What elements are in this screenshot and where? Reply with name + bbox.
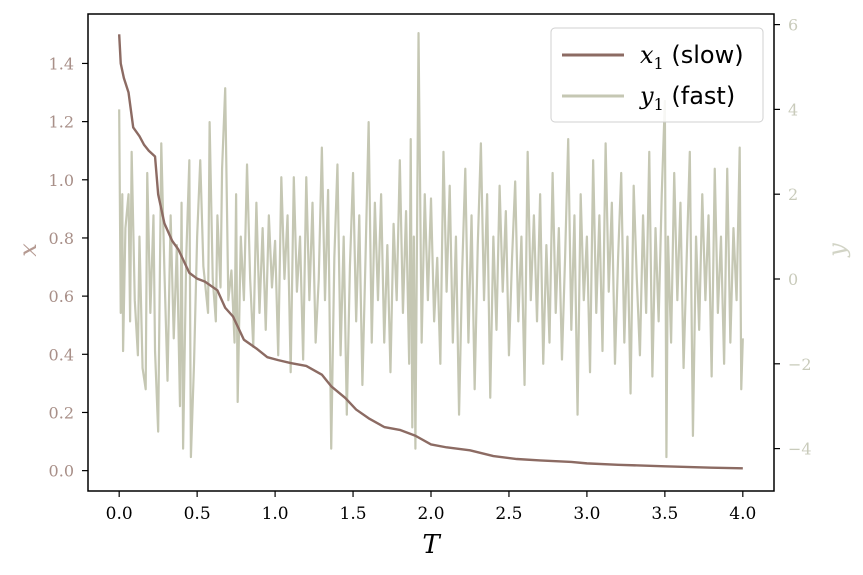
right-y-tick-label: 4 (788, 100, 798, 119)
x-tick-label: 1.5 (340, 504, 367, 524)
series-line-y1-fast (118, 31, 744, 459)
legend-var-y1: y (639, 82, 654, 110)
left-y-tick-label: 1.2 (49, 113, 74, 132)
x-axis-label: T (422, 530, 441, 560)
x-axis-ticks: 0.0 0.5 1.0 1.5 2.0 2.5 3.0 3.5 4.0 (106, 491, 756, 524)
right-y-axis-ticks: −4 −2 0 2 4 6 (774, 16, 812, 459)
right-y-tick-label: 0 (788, 270, 798, 289)
left-y-tick-label: 1.0 (49, 171, 74, 190)
x-tick-label: 3.5 (651, 504, 678, 524)
legend-label-y1-fast: y1 (fast) (639, 82, 735, 114)
x-tick-label: 3.0 (573, 504, 600, 524)
series-layer (117, 31, 744, 470)
x-tick-label: 0.0 (106, 504, 133, 524)
right-y-tick-label: −4 (788, 440, 812, 459)
x-tick-label: 0.5 (184, 504, 211, 524)
left-y-tick-label: 0.0 (49, 462, 74, 481)
legend-sub-x1: 1 (654, 54, 664, 73)
right-y-tick-label: −2 (788, 355, 812, 374)
left-y-axis-label: x (14, 243, 42, 257)
x-tick-label: 4.0 (729, 504, 756, 524)
series-line-x1-slow (117, 34, 743, 470)
left-y-tick-label: 0.2 (49, 403, 74, 422)
left-y-tick-label: 0.4 (49, 345, 74, 364)
right-y-tick-label: 2 (788, 185, 798, 204)
x-tick-label: 2.0 (417, 504, 444, 524)
x-tick-label: 2.5 (495, 504, 522, 524)
legend-suffix-x1: (slow) (664, 41, 744, 69)
right-y-axis-label: y (823, 243, 851, 258)
left-y-tick-label: 0.8 (49, 229, 74, 248)
legend-sub-y1: 1 (654, 95, 664, 114)
left-y-tick-label: 0.6 (49, 287, 74, 306)
x-tick-label: 1.0 (262, 504, 289, 524)
legend-box (550, 27, 764, 123)
legend-suffix-y1: (fast) (664, 82, 735, 110)
left-y-axis-ticks: 0.0 0.2 0.4 0.6 0.8 1.0 1.2 1.4 (49, 54, 88, 481)
right-y-tick-label: 6 (788, 16, 798, 35)
legend-var-x1: x (640, 41, 654, 69)
left-y-tick-label: 1.4 (49, 54, 74, 73)
legend-label-x1-slow: x1 (slow) (640, 41, 744, 73)
legend: x1 (slow) y1 (fast) (550, 27, 764, 123)
